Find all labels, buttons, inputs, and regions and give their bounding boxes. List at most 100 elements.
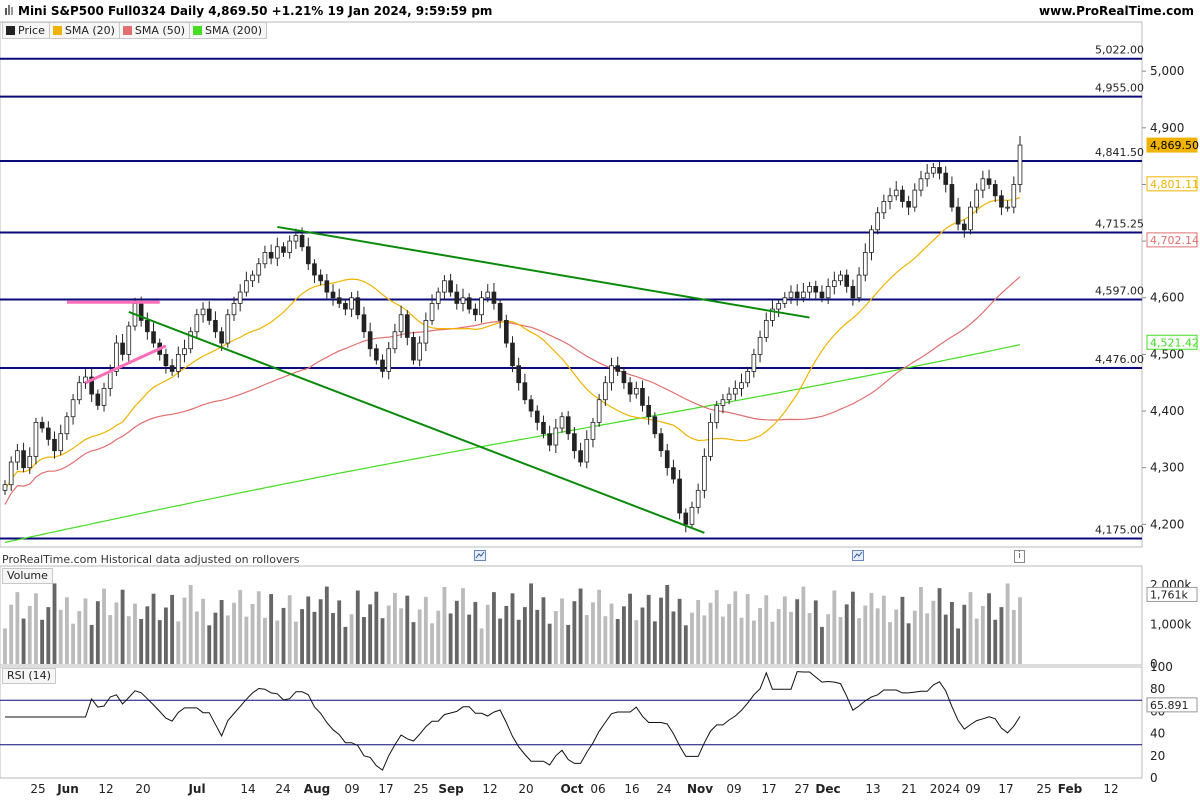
sma200-line (4, 344, 1021, 544)
volume-bar (46, 607, 51, 664)
chart-title: Mini S&P500 Full0324 Daily 4,869.50 +1.2… (18, 4, 493, 18)
volume-bar (331, 613, 335, 664)
volume-bar (745, 594, 750, 664)
candle-body (807, 286, 812, 293)
brand-link[interactable]: www.ProRealTime.com (1039, 4, 1194, 18)
volume-bar (269, 594, 274, 664)
level-label: 4,955.00 (1095, 82, 1144, 95)
candle-body (349, 297, 354, 310)
x-tick-label: Jul (187, 782, 205, 796)
candle-body (361, 314, 367, 333)
volume-bar (609, 603, 614, 664)
candle-body (615, 365, 621, 372)
x-tick-label: 06 (590, 782, 605, 796)
volume-bar (912, 610, 917, 664)
candle-body (918, 178, 924, 191)
candle-body (312, 263, 317, 276)
y-tick-label: 4,300 (1150, 461, 1184, 475)
x-tick-label: 25 (30, 782, 45, 796)
rsi-label: RSI (14) (7, 669, 51, 682)
y-tick-label: 4,400 (1150, 404, 1184, 418)
candle-body (652, 416, 658, 435)
volume-bar (987, 593, 991, 664)
candle-body (89, 376, 94, 395)
rsi-panel-label[interactable]: RSI (14) (2, 668, 56, 684)
candle-body (819, 291, 825, 299)
legend-sma50[interactable]: SMA (50) (118, 22, 190, 39)
candle-body (169, 365, 175, 372)
candle-body (955, 206, 961, 225)
candle-body (188, 331, 193, 350)
volume-bar (615, 618, 620, 664)
candle-body (912, 189, 918, 208)
price-tag-box (1146, 232, 1198, 248)
volume-bar (708, 602, 713, 664)
legend-sma200[interactable]: SMA (200) (189, 22, 268, 39)
volume-bar (690, 612, 694, 664)
volume-bar (652, 621, 657, 664)
candle-body (435, 291, 441, 304)
candle-body (194, 314, 200, 333)
x-tick-label: 25 (1036, 782, 1051, 796)
volume-bar (83, 598, 88, 664)
title-bar: Mini S&P500 Full0324 Daily 4,869.50 +1.2… (0, 0, 1200, 22)
candle-body (801, 291, 806, 299)
volume-bar (442, 586, 447, 664)
candle-body (27, 455, 33, 469)
legend-sma20[interactable]: SMA (20) (48, 22, 120, 39)
volume-bar (603, 616, 608, 664)
rsi-tick-label: 40 (1150, 727, 1165, 741)
candle-body (39, 421, 45, 429)
news-flag-icon[interactable] (852, 550, 864, 561)
volume-bar (628, 593, 633, 664)
volume-bar (324, 586, 329, 664)
candle-body (844, 274, 850, 287)
legend-label: SMA (50) (134, 24, 185, 37)
volume-bar (436, 610, 441, 664)
rsi-tick-label: 0 (1150, 771, 1158, 785)
candle-body (794, 291, 800, 299)
volume-bar (40, 619, 45, 664)
volume-bar (182, 597, 187, 664)
candle-body (875, 212, 880, 231)
candle-body (534, 410, 540, 423)
legend-price[interactable]: Price (2, 22, 50, 39)
volume-bar (758, 607, 762, 664)
volume-panel-label[interactable]: Volume (2, 568, 53, 584)
volume-bar (751, 620, 756, 664)
volume-bar (163, 607, 168, 664)
info-icon[interactable]: i (1014, 550, 1025, 563)
x-tick-label: 17 (761, 782, 776, 796)
volume-bar (71, 623, 75, 664)
candle-body (355, 297, 361, 316)
candle-body (175, 353, 181, 372)
volume-bar (219, 600, 224, 664)
candle-body (646, 404, 651, 418)
candle-body (751, 353, 757, 372)
trendline-channel-upper (277, 225, 810, 319)
volume-bar (306, 596, 311, 664)
volume-bar (225, 615, 230, 664)
candle-body (862, 252, 868, 276)
volume-bar (3, 628, 7, 664)
candle-body (671, 467, 676, 480)
volume-bar (881, 595, 886, 664)
candle-body (287, 240, 293, 253)
volume-bar (1011, 609, 1016, 664)
news-flag-icon[interactable] (474, 550, 486, 561)
candle-body (640, 387, 645, 406)
candle-body (516, 365, 522, 384)
volume-bar (454, 600, 459, 664)
volume-bar (151, 593, 156, 664)
candle-body (386, 348, 392, 372)
candle-body (200, 308, 206, 316)
candle-body (151, 331, 156, 344)
volume-bar (207, 625, 212, 664)
candle-body (460, 297, 466, 304)
candle-body (503, 320, 509, 344)
candle-body (609, 365, 614, 384)
x-tick-label: 20 (518, 782, 533, 796)
candle-body (411, 337, 416, 361)
y-tick-label: 4,200 (1150, 517, 1184, 531)
volume-bar (702, 615, 707, 664)
